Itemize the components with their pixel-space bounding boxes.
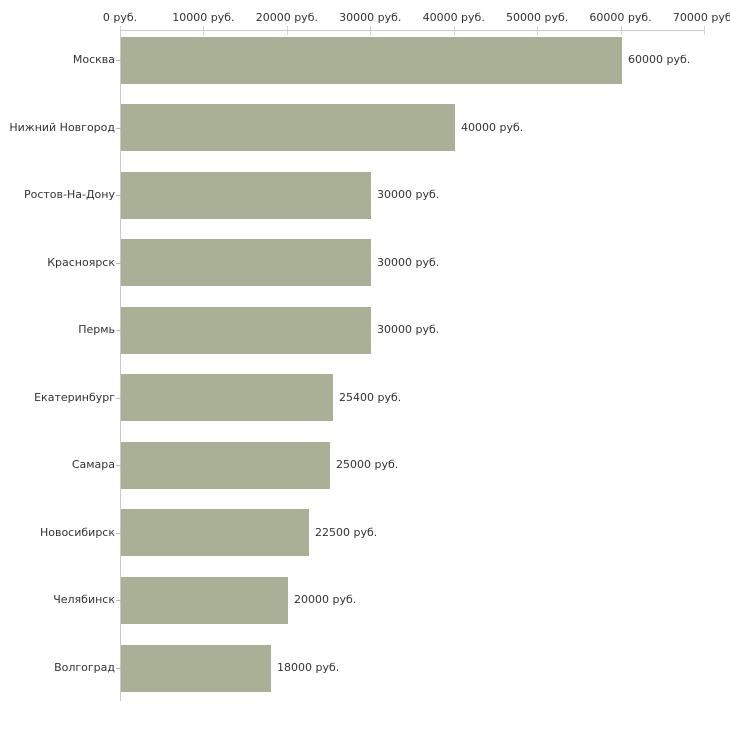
y-axis-tick-mark xyxy=(116,128,121,129)
bar xyxy=(121,104,455,151)
y-axis-tick-mark xyxy=(116,465,121,466)
category-label: Волгоград xyxy=(54,661,115,674)
value-label: 40000 руб. xyxy=(461,121,524,134)
y-axis-tick-mark xyxy=(116,60,121,61)
y-axis-tick-mark xyxy=(116,398,121,399)
bar xyxy=(121,442,330,489)
bar xyxy=(121,307,371,354)
category-label: Самара xyxy=(71,458,115,471)
value-label: 25000 руб. xyxy=(336,458,399,471)
x-axis-tick-mark xyxy=(287,26,288,35)
bar xyxy=(121,509,309,556)
value-label: 30000 руб. xyxy=(377,323,440,336)
category-label: Нижний Новгород xyxy=(9,121,115,134)
category-label: Челябинск xyxy=(53,593,115,606)
category-label: Москва xyxy=(72,53,115,66)
y-axis-tick-mark xyxy=(116,533,121,534)
value-label: 60000 руб. xyxy=(628,53,691,66)
y-axis-tick-mark xyxy=(116,263,121,264)
x-axis-tick-label: 30000 руб. xyxy=(339,11,402,24)
value-label: 20000 руб. xyxy=(294,593,357,606)
x-axis-tick-label: 60000 руб. xyxy=(589,11,652,24)
category-label: Новосибирск xyxy=(39,526,115,539)
x-axis-tick-mark xyxy=(120,26,121,35)
category-label: Красноярск xyxy=(47,256,115,269)
category-label: Пермь xyxy=(78,323,115,336)
y-axis-tick-mark xyxy=(116,668,121,669)
bar xyxy=(121,239,371,286)
x-axis-tick-label: 10000 руб. xyxy=(172,11,235,24)
bar xyxy=(121,37,622,84)
bar xyxy=(121,374,333,421)
value-label: 18000 руб. xyxy=(277,661,340,674)
y-axis-tick-mark xyxy=(116,330,121,331)
value-label: 25400 руб. xyxy=(339,391,402,404)
x-axis-tick-mark xyxy=(704,26,705,35)
x-axis-tick-mark xyxy=(454,26,455,35)
x-axis-tick-mark xyxy=(203,26,204,35)
category-label: Екатеринбург xyxy=(34,391,115,404)
category-label: Ростов-На-Дону xyxy=(23,188,115,201)
x-axis-tick-mark xyxy=(537,26,538,35)
y-axis-tick-mark xyxy=(116,600,121,601)
x-axis-tick-label: 50000 руб. xyxy=(506,11,569,24)
y-axis-tick-mark xyxy=(116,195,121,196)
x-axis-tick-mark xyxy=(370,26,371,35)
x-axis-tick-label: 40000 руб. xyxy=(422,11,485,24)
bar xyxy=(121,645,271,692)
value-label: 30000 руб. xyxy=(377,188,440,201)
x-axis-tick-label: 0 руб. xyxy=(102,11,138,24)
bar xyxy=(121,577,288,624)
y-axis-line xyxy=(120,30,121,701)
value-label: 30000 руб. xyxy=(377,256,440,269)
x-axis-tick-label: 20000 руб. xyxy=(255,11,318,24)
x-axis-line xyxy=(120,30,705,31)
bar xyxy=(121,172,371,219)
x-axis-tick-mark xyxy=(621,26,622,35)
x-axis-tick-label: 70000 руб. xyxy=(672,11,730,24)
value-label: 22500 руб. xyxy=(315,526,378,539)
